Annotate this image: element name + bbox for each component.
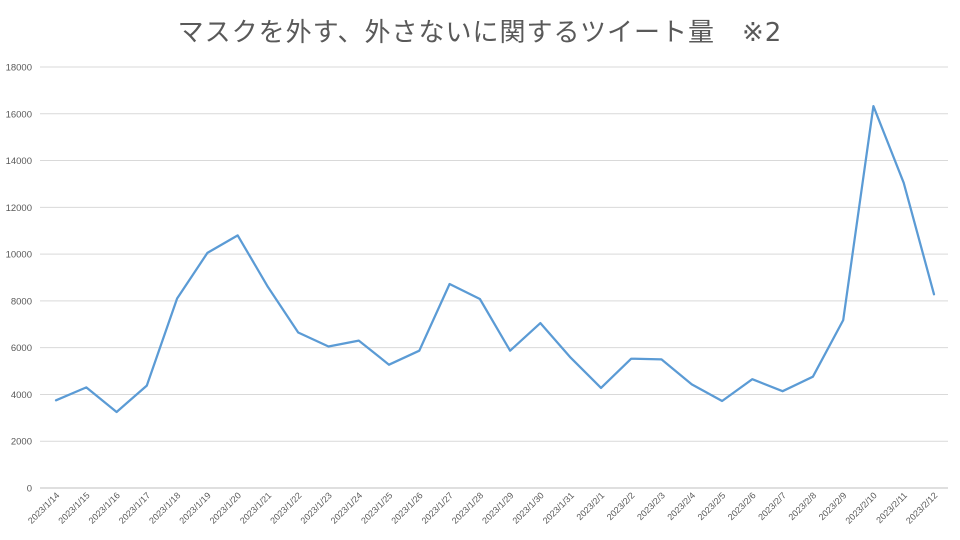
data-point xyxy=(660,357,664,361)
data-point xyxy=(629,357,633,361)
x-tick-label: 2023/2/5 xyxy=(696,490,728,522)
series-line xyxy=(54,104,936,414)
y-tick-label: 18000 xyxy=(6,63,32,74)
data-point xyxy=(326,344,330,348)
data-point xyxy=(205,251,209,255)
data-point xyxy=(841,318,845,322)
data-point xyxy=(720,399,724,403)
y-tick-label: 0 xyxy=(27,484,32,495)
data-point xyxy=(387,363,391,367)
x-tick-label: 2023/1/19 xyxy=(177,490,212,525)
x-tick-label: 2023/2/10 xyxy=(843,490,878,525)
y-tick-label: 12000 xyxy=(6,203,32,214)
data-point xyxy=(569,356,573,360)
x-tick-label: 2023/2/8 xyxy=(786,490,818,522)
data-point xyxy=(448,282,452,286)
x-tick-label: 2023/1/16 xyxy=(87,490,122,525)
data-point xyxy=(417,349,421,353)
data-point xyxy=(145,384,149,388)
data-point xyxy=(932,292,936,296)
x-tick-label: 2023/1/25 xyxy=(359,490,394,525)
data-point xyxy=(54,398,58,402)
x-tick-label: 2023/1/21 xyxy=(238,490,273,525)
x-tick-label: 2023/2/1 xyxy=(575,490,607,522)
x-tick-label: 2023/1/30 xyxy=(510,490,545,525)
x-tick-label: 2023/2/11 xyxy=(874,490,909,525)
x-tick-label: 2023/1/24 xyxy=(329,490,364,525)
y-tick-label: 16000 xyxy=(6,109,32,120)
x-tick-label: 2023/1/29 xyxy=(480,490,515,525)
y-tick-label: 4000 xyxy=(11,390,32,401)
data-point xyxy=(871,104,875,108)
x-tick-label: 2023/1/26 xyxy=(389,490,424,525)
x-tick-label: 2023/1/28 xyxy=(450,490,485,525)
data-point xyxy=(750,377,754,381)
data-point xyxy=(599,386,603,390)
data-point xyxy=(781,389,785,393)
x-tick-label: 2023/1/22 xyxy=(268,490,303,525)
data-point xyxy=(902,181,906,185)
data-point xyxy=(236,233,240,237)
x-tick-label: 2023/1/14 xyxy=(26,490,61,525)
data-point xyxy=(508,349,512,353)
series-layer xyxy=(54,104,936,414)
data-point xyxy=(478,297,482,301)
data-point xyxy=(357,339,361,343)
x-tick-label: 2023/2/6 xyxy=(726,490,758,522)
data-point xyxy=(266,285,270,289)
x-tick-label: 2023/1/20 xyxy=(208,490,243,525)
y-tick-label: 8000 xyxy=(11,296,32,307)
x-tick-label: 2023/2/12 xyxy=(904,490,939,525)
data-point xyxy=(811,375,815,379)
x-tick-label: 2023/1/27 xyxy=(420,490,455,525)
y-tick-label: 10000 xyxy=(6,250,32,261)
y-tick-label: 6000 xyxy=(11,343,32,354)
data-point xyxy=(115,410,119,414)
data-point xyxy=(296,330,300,334)
x-tick-label: 2023/2/2 xyxy=(605,490,637,522)
x-tick-label: 2023/2/3 xyxy=(635,490,667,522)
y-tick-label: 2000 xyxy=(11,437,32,448)
x-tick-label: 2023/1/23 xyxy=(299,490,334,525)
y-axis-ticks: 0 2000 4000 6000 8000 10000 12000 14000 16000 180… xyxy=(6,63,32,495)
y-tick-label: 14000 xyxy=(6,156,32,167)
x-tick-label: 2023/2/7 xyxy=(756,490,788,522)
data-point xyxy=(538,321,542,325)
x-axis-ticks: 2023/1/142023/1/152023/1/162023/1/172023… xyxy=(26,490,939,525)
x-tick-label: 2023/1/15 xyxy=(56,490,91,525)
gridlines xyxy=(40,66,948,489)
data-point xyxy=(690,382,694,386)
x-tick-label: 2023/2/4 xyxy=(665,490,697,522)
x-tick-label: 2023/1/18 xyxy=(147,490,182,525)
data-point xyxy=(84,385,88,389)
x-tick-label: 2023/1/31 xyxy=(541,490,576,525)
data-point xyxy=(175,297,179,301)
chart-title: マスクを外す、外さないに関するツイート量 ※2 xyxy=(177,18,783,48)
x-tick-label: 2023/1/17 xyxy=(117,490,152,525)
